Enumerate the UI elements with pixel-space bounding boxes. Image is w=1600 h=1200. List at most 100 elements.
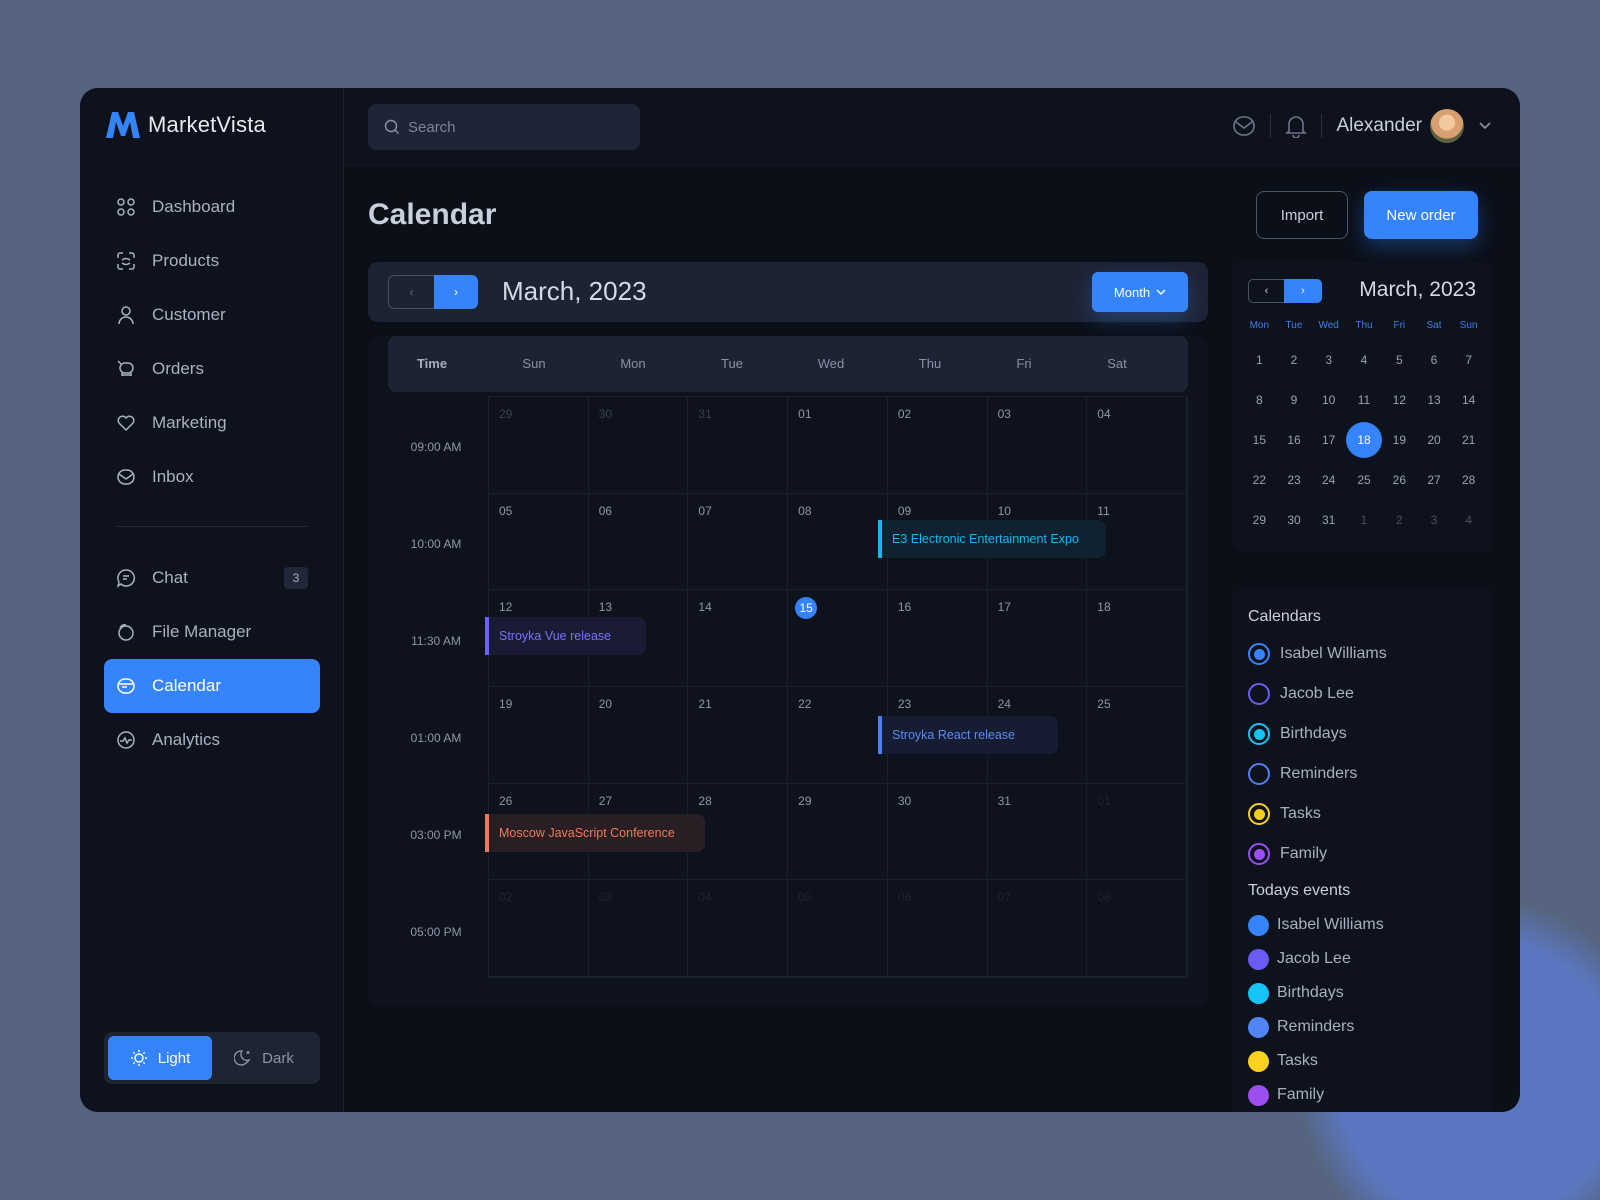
day-cell[interactable]: 25: [1087, 686, 1187, 784]
mini-day[interactable]: 5: [1395, 353, 1403, 367]
day-cell[interactable]: 20: [588, 686, 689, 784]
event-moscow-js[interactable]: Moscow JavaScript Conference: [485, 814, 705, 852]
day-cell[interactable]: 24: [987, 686, 1088, 784]
day-cell[interactable]: 18: [1087, 590, 1187, 687]
mini-day[interactable]: 3: [1430, 513, 1438, 527]
day-cell[interactable]: 30: [588, 397, 689, 494]
day-cell-today[interactable]: 15: [788, 590, 888, 687]
day-cell[interactable]: 03: [987, 397, 1088, 494]
sidebar-item-chat[interactable]: Chat 3: [104, 551, 320, 605]
mini-day[interactable]: 7: [1465, 353, 1472, 367]
day-cell[interactable]: 01: [788, 397, 888, 494]
day-cell[interactable]: 04: [688, 880, 789, 977]
mini-day[interactable]: 28: [1461, 473, 1476, 487]
day-cell[interactable]: 19: [489, 686, 589, 784]
mini-prev-button[interactable]: ‹: [1248, 279, 1284, 303]
bell-icon[interactable]: [1285, 114, 1308, 138]
mini-day[interactable]: 3: [1325, 353, 1332, 367]
day-cell[interactable]: 02: [489, 880, 589, 977]
new-order-button[interactable]: New order: [1364, 191, 1478, 239]
day-cell[interactable]: 17: [987, 590, 1088, 687]
view-select-button[interactable]: Month: [1092, 272, 1188, 312]
mini-day[interactable]: 9: [1290, 393, 1298, 407]
sidebar-item-customer[interactable]: Customer: [104, 288, 320, 342]
day-cell[interactable]: 07: [688, 493, 789, 591]
day-cell[interactable]: 29: [788, 783, 888, 881]
mini-day[interactable]: 22: [1252, 473, 1266, 487]
mini-day[interactable]: 12: [1392, 393, 1406, 407]
theme-dark-button[interactable]: Dark: [212, 1036, 316, 1080]
logo[interactable]: MarketVista: [104, 110, 266, 140]
mini-day[interactable]: 15: [1252, 433, 1266, 447]
mini-day[interactable]: 4: [1360, 353, 1368, 367]
mini-day[interactable]: 24: [1321, 473, 1336, 487]
calendar-filter-jacob-lee[interactable]: Jacob Lee: [1248, 674, 1476, 714]
today-event-item[interactable]: Jacob Lee: [1248, 942, 1476, 976]
mini-day[interactable]: 23: [1287, 473, 1301, 487]
calendar-filter-isabel-williams[interactable]: Isabel Williams: [1248, 634, 1476, 674]
day-cell[interactable]: 01: [1087, 783, 1187, 881]
mini-day[interactable]: 31: [1321, 513, 1336, 527]
event-e3-expo[interactable]: E3 Electronic Entertainment Expo: [878, 520, 1106, 558]
chevron-down-icon[interactable]: [1478, 121, 1492, 131]
event-stroyka-vue[interactable]: Stroyka Vue release: [485, 617, 646, 655]
mini-day[interactable]: 16: [1287, 433, 1301, 447]
day-cell[interactable]: 14: [688, 590, 789, 687]
calendar-filter-reminders[interactable]: Reminders: [1248, 754, 1476, 794]
mini-day[interactable]: 2: [1395, 513, 1403, 527]
mini-day[interactable]: 29: [1252, 513, 1266, 527]
mini-day[interactable]: 20: [1427, 433, 1441, 447]
mini-day[interactable]: 19: [1392, 433, 1406, 447]
mini-day[interactable]: 25: [1357, 473, 1371, 487]
day-cell[interactable]: 03: [588, 880, 689, 977]
next-month-button[interactable]: ›: [434, 275, 478, 309]
day-cell[interactable]: 05: [788, 880, 888, 977]
mini-day[interactable]: 11: [1357, 393, 1371, 407]
day-cell[interactable]: 04: [1087, 397, 1187, 494]
day-cell[interactable]: 05: [489, 493, 589, 591]
sidebar-item-analytics[interactable]: Analytics: [104, 713, 320, 767]
today-event-item[interactable]: Reminders: [1248, 1010, 1476, 1044]
day-cell[interactable]: 08: [1087, 880, 1187, 977]
sidebar-item-products[interactable]: Products: [104, 234, 320, 288]
sidebar-item-calendar[interactable]: Calendar: [104, 659, 320, 713]
today-event-item[interactable]: Birthdays: [1248, 976, 1476, 1010]
import-button[interactable]: Import: [1256, 191, 1348, 239]
mini-day[interactable]: 14: [1461, 393, 1476, 407]
today-event-item[interactable]: Family: [1248, 1078, 1476, 1112]
day-cell[interactable]: 13: [588, 590, 689, 687]
calendar-filter-tasks[interactable]: Tasks: [1248, 794, 1476, 834]
day-cell[interactable]: 30: [887, 783, 988, 881]
mini-day[interactable]: 1: [1255, 353, 1263, 367]
day-cell[interactable]: 31: [688, 397, 789, 494]
mini-day[interactable]: 17: [1321, 433, 1336, 447]
mini-day[interactable]: 2: [1290, 353, 1298, 367]
day-cell[interactable]: 02: [887, 397, 988, 494]
day-cell[interactable]: 07: [987, 880, 1088, 977]
calendar-filter-family[interactable]: Family: [1248, 834, 1476, 874]
sidebar-item-marketing[interactable]: Marketing: [104, 396, 320, 450]
sidebar-item-inbox[interactable]: Inbox: [104, 450, 320, 504]
sidebar-item-orders[interactable]: Orders: [104, 342, 320, 396]
mini-next-button[interactable]: ›: [1284, 279, 1322, 303]
day-cell[interactable]: 29: [489, 397, 589, 494]
day-cell[interactable]: 22: [788, 686, 888, 784]
day-cell[interactable]: 21: [688, 686, 789, 784]
mini-day[interactable]: 8: [1255, 393, 1263, 407]
mini-day[interactable]: 30: [1287, 513, 1301, 527]
mini-day[interactable]: 13: [1427, 393, 1441, 407]
day-cell[interactable]: 16: [887, 590, 988, 687]
mini-day-selected[interactable]: 18: [1346, 420, 1382, 460]
mini-day[interactable]: 4: [1465, 513, 1472, 527]
sidebar-item-dashboard[interactable]: Dashboard: [104, 180, 320, 234]
day-cell[interactable]: 06: [887, 880, 988, 977]
search-input[interactable]: [408, 118, 628, 136]
day-cell[interactable]: 28: [688, 783, 789, 881]
calendar-filter-birthdays[interactable]: Birthdays: [1248, 714, 1476, 754]
prev-month-button[interactable]: ‹: [388, 275, 434, 309]
event-stroyka-react[interactable]: Stroyka React release: [878, 716, 1058, 754]
mini-day[interactable]: 10: [1321, 393, 1336, 407]
mini-day[interactable]: 21: [1461, 433, 1476, 447]
day-cell[interactable]: 11: [1087, 493, 1187, 591]
mail-icon[interactable]: [1232, 114, 1256, 138]
